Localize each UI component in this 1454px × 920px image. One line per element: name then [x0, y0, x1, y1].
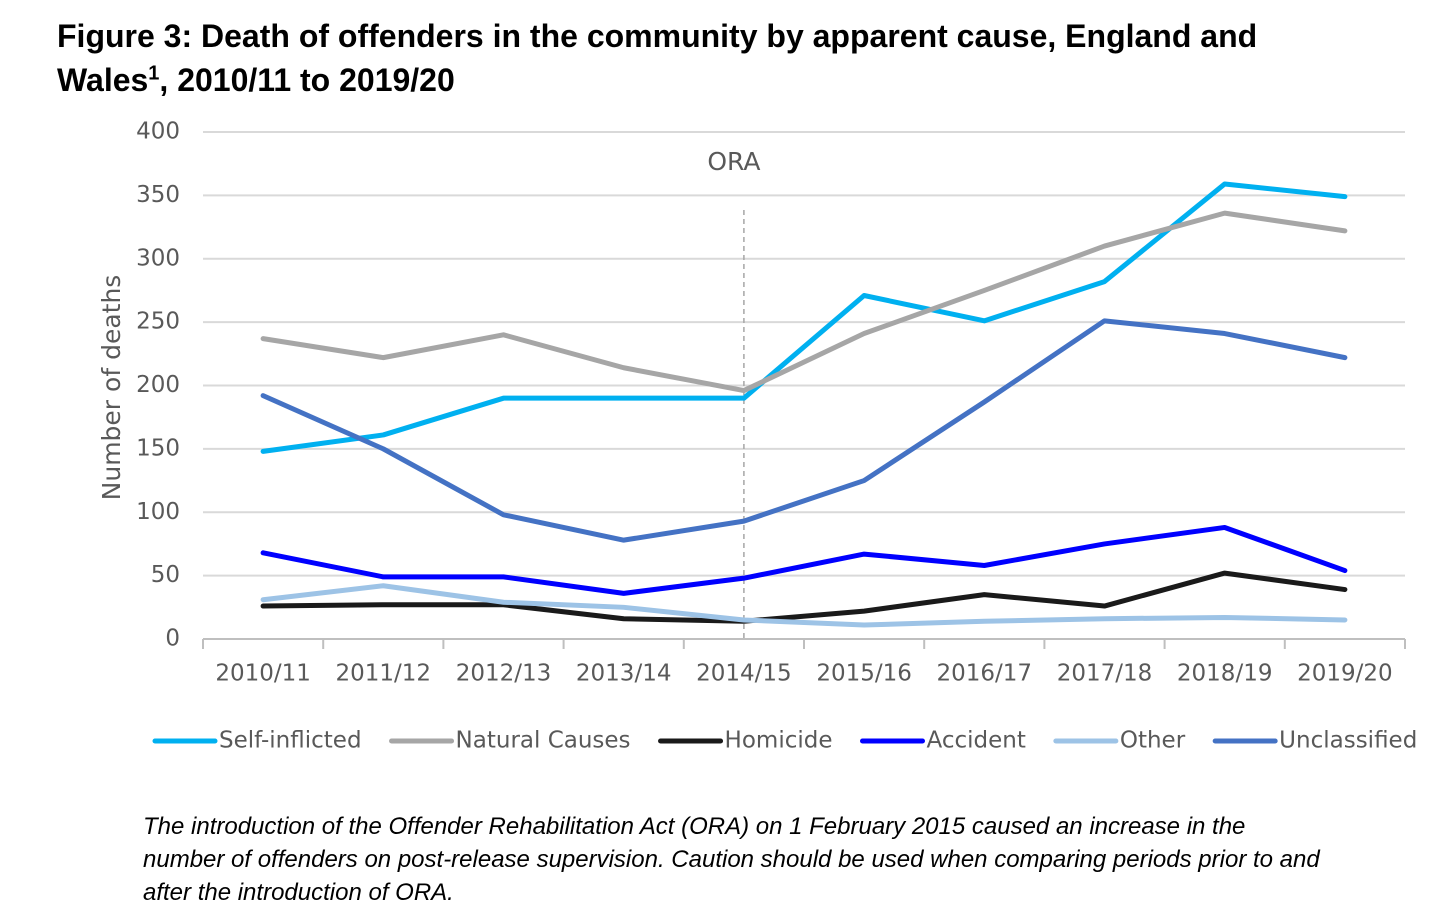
x-tick-label: 2010/11 [215, 661, 311, 687]
x-tick-label: 2012/13 [456, 661, 552, 687]
y-tick-label: 250 [136, 309, 180, 335]
x-tick-label: 2017/18 [1057, 661, 1153, 687]
series-line [260, 570, 1348, 624]
y-tick-label: 350 [136, 182, 180, 208]
series-line [260, 318, 1348, 543]
series-line [260, 583, 1348, 628]
x-tick-label: 2016/17 [937, 661, 1033, 687]
y-axis-label: Number of deaths [97, 275, 126, 501]
x-tick-label: 2013/14 [576, 661, 672, 687]
legend-label: Self-inflicted [219, 728, 362, 754]
legend-label: Accident [927, 728, 1026, 754]
legend-label: Other [1120, 728, 1186, 754]
y-tick-label: 150 [136, 435, 180, 461]
annotation-label: ORA [707, 147, 760, 176]
y-tick-label: 100 [136, 499, 180, 525]
y-tick-label: 200 [136, 372, 180, 398]
x-tick-label: 2011/12 [336, 661, 432, 687]
y-tick-label: 0 [165, 626, 180, 652]
series-line [260, 181, 1348, 454]
x-tick-label: 2019/20 [1297, 661, 1393, 687]
title-superscript: 1 [148, 62, 160, 85]
x-tick-label: 2018/19 [1177, 661, 1273, 687]
y-tick-label: 50 [151, 562, 180, 588]
x-tick-label: 2014/15 [696, 661, 792, 687]
series-line [260, 210, 1348, 394]
chart-title: Figure 3: Death of offenders in the comm… [57, 14, 1377, 102]
series-line [260, 524, 1348, 596]
legend-label: Natural Causes [456, 728, 631, 754]
y-tick-label: 400 [136, 119, 180, 145]
footnote: The introduction of the Offender Rehabil… [143, 813, 1320, 906]
title-suffix: , 2010/11 to 2019/20 [159, 62, 455, 98]
legend-label: Homicide [725, 728, 833, 754]
title-main: Figure 3: Death of offenders in the comm… [57, 18, 1258, 98]
legend-label: Unclassified [1279, 728, 1417, 754]
x-tick-label: 2015/16 [816, 661, 912, 687]
y-tick-label: 300 [136, 245, 180, 271]
